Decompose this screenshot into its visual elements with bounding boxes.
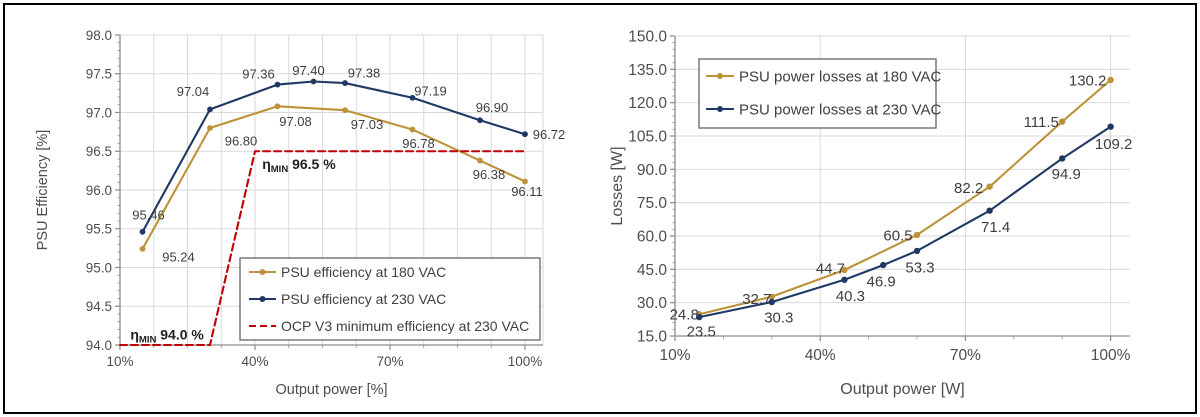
svg-text:OCP V3 minimum efficiency at 2: OCP V3 minimum efficiency at 230 VAC xyxy=(281,318,529,334)
svg-text:94.5: 94.5 xyxy=(86,299,112,314)
tick-labels: 94.0 94.5 95.0 95.5 96.0 96.5 97.0 97.5 98.0 10% 4… xyxy=(86,28,543,369)
svg-text:30.0: 30.0 xyxy=(637,295,668,312)
legend: PSU power losses at 180 VAC PSU power los… xyxy=(698,58,941,129)
data-labels: 95.24 96.80 97.08 97.03 96.78 96.38 96.11 xyxy=(162,114,543,265)
svg-text:ηMIN 94.0 %: ηMIN 94.0 % xyxy=(130,327,204,346)
svg-text:75.0: 75.0 xyxy=(637,195,668,212)
svg-text:97.19: 97.19 xyxy=(414,83,447,98)
svg-text:120.0: 120.0 xyxy=(628,95,667,112)
series-ocp-v3-minimum-efficiency-at-230-vac xyxy=(118,150,527,347)
svg-text:70%: 70% xyxy=(376,354,403,369)
legend: PSU efficiency at 180 VAC PSU efficiency … xyxy=(239,257,541,341)
axis-titles: Output power [%] PSU Efficiency [%] xyxy=(35,130,388,398)
svg-text:130.2: 130.2 xyxy=(1069,72,1107,89)
svg-text:PSU Efficiency [%]: PSU Efficiency [%] xyxy=(35,130,51,251)
svg-text:30.3: 30.3 xyxy=(764,309,793,326)
svg-text:97.08: 97.08 xyxy=(279,114,312,129)
svg-text:94.9: 94.9 xyxy=(1052,166,1081,183)
svg-text:96.80: 96.80 xyxy=(225,134,258,149)
svg-text:45.0: 45.0 xyxy=(637,262,668,279)
svg-text:97.04: 97.04 xyxy=(177,84,210,99)
svg-text:95.5: 95.5 xyxy=(86,222,112,237)
svg-text:100%: 100% xyxy=(1091,347,1131,364)
svg-text:109.2: 109.2 xyxy=(1095,136,1133,153)
svg-text:53.3: 53.3 xyxy=(905,259,934,276)
svg-text:98.0: 98.0 xyxy=(86,28,112,43)
svg-text:97.03: 97.03 xyxy=(351,117,384,132)
svg-text:PSU efficiency at 230 VAC: PSU efficiency at 230 VAC xyxy=(281,291,446,307)
svg-text:10%: 10% xyxy=(659,347,690,364)
svg-text:40%: 40% xyxy=(805,347,836,364)
losses-chart: 15.0 30.0 45.0 60.0 75.0 90.0 105.0 120.0 135.0 1… xyxy=(609,29,1132,398)
svg-text:PSU efficiency at 180 VAC: PSU efficiency at 180 VAC xyxy=(281,264,446,280)
svg-text:PSU power losses at 180 VAC: PSU power losses at 180 VAC xyxy=(739,68,941,85)
svg-text:71.4: 71.4 xyxy=(981,219,1010,236)
series-psu-efficiency-at-230-vac xyxy=(139,78,528,235)
series-psu-power-losses-at-230-vac xyxy=(696,123,1114,321)
svg-text:Losses [W]: Losses [W] xyxy=(609,146,626,225)
svg-text:95.0: 95.0 xyxy=(86,260,112,275)
efficiency-chart: 94.0 94.5 95.0 95.5 96.0 96.5 97.0 97.5 98.0 10% 4… xyxy=(35,28,565,398)
svg-text:97.36: 97.36 xyxy=(242,66,275,81)
svg-text:96.11: 96.11 xyxy=(511,184,543,199)
svg-text:150.0: 150.0 xyxy=(628,29,667,46)
svg-text:40.3: 40.3 xyxy=(836,288,865,305)
svg-text:135.0: 135.0 xyxy=(628,62,667,79)
data-labels: 23.5 30.3 40.346.9 53.3 71.4 94.9 109.2 xyxy=(687,136,1133,340)
gridlines xyxy=(120,34,544,345)
svg-text:105.0: 105.0 xyxy=(628,129,667,146)
tick-labels: 15.0 30.0 45.0 60.0 75.0 90.0 105.0 120.0 135.0 1… xyxy=(628,29,1130,364)
data-labels: 95.46 97.04 97.36 97.40 97.38 97.19 96.90 96.72 xyxy=(132,63,565,222)
svg-text:96.72: 96.72 xyxy=(533,127,566,142)
svg-text:96.78: 96.78 xyxy=(402,136,435,151)
svg-text:10%: 10% xyxy=(106,354,133,369)
svg-text:111.5: 111.5 xyxy=(1024,114,1059,131)
svg-text:60.0: 60.0 xyxy=(637,229,668,246)
svg-text:96.0: 96.0 xyxy=(86,183,112,198)
svg-text:24.8: 24.8 xyxy=(670,307,699,324)
svg-text:15.0: 15.0 xyxy=(637,329,668,346)
svg-text:90.0: 90.0 xyxy=(637,162,668,179)
svg-text:97.40: 97.40 xyxy=(292,63,325,78)
series-psu-power-losses-at-180-vac xyxy=(696,76,1114,318)
series-psu-efficiency-at-180-vac xyxy=(139,103,528,252)
svg-text:ηMIN 96.5 %: ηMIN 96.5 % xyxy=(262,156,336,175)
svg-text:96.90: 96.90 xyxy=(476,100,509,115)
svg-text:95.46: 95.46 xyxy=(132,208,165,223)
svg-text:100%: 100% xyxy=(508,354,543,369)
svg-text:Output power [%]: Output power [%] xyxy=(275,382,387,398)
svg-text:40%: 40% xyxy=(241,354,268,369)
svg-text:Output power [W]: Output power [W] xyxy=(840,381,965,398)
svg-text:82.2: 82.2 xyxy=(954,180,983,197)
svg-text:70%: 70% xyxy=(950,347,981,364)
svg-text:PSU power losses at 230 VAC: PSU power losses at 230 VAC xyxy=(739,101,941,118)
svg-text:97.5: 97.5 xyxy=(86,67,112,82)
svg-text:97.38: 97.38 xyxy=(348,66,381,81)
svg-text:44.7: 44.7 xyxy=(816,260,845,277)
axis-titles: Output power [W] Losses [W] xyxy=(609,146,965,398)
svg-text:94.0: 94.0 xyxy=(86,338,112,353)
svg-text:95.24: 95.24 xyxy=(162,250,195,265)
annotations: ηMIN 94.0 % ηMIN 96.5 % xyxy=(130,156,336,346)
svg-text:96.5: 96.5 xyxy=(86,144,112,159)
svg-text:23.5: 23.5 xyxy=(687,324,716,341)
svg-text:60.5: 60.5 xyxy=(883,227,912,244)
axes xyxy=(670,35,1130,341)
svg-text:97.0: 97.0 xyxy=(86,105,112,120)
svg-text:46.9: 46.9 xyxy=(867,274,896,291)
svg-text:96.38: 96.38 xyxy=(473,167,506,182)
